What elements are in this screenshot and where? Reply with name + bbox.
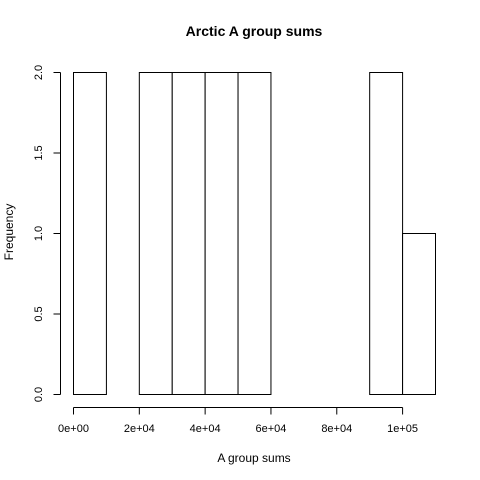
y-tick-label: 2.0 <box>33 65 45 80</box>
x-tick-label: 8e+04 <box>321 423 352 435</box>
histogram-bar <box>138 72 173 395</box>
x-axis-title: A group sums <box>217 451 290 465</box>
x-tick-label: 0e+00 <box>58 423 89 435</box>
y-axis: 0.0 0.5 1.0 1.5 2.0 <box>33 65 61 402</box>
x-tick-label: 1e+05 <box>387 423 418 435</box>
histogram-bar <box>369 72 404 395</box>
histogram-bar <box>171 72 206 395</box>
histogram-bar <box>73 72 107 395</box>
x-tick-label: 4e+04 <box>190 423 221 435</box>
x-tick-label: 2e+04 <box>124 423 155 435</box>
y-axis-title: Frequency <box>2 204 16 261</box>
histogram-bars <box>73 72 437 395</box>
y-tick-label: 1.0 <box>33 226 45 241</box>
chart-title: Arctic A group sums <box>186 23 323 39</box>
x-tick-label: 6e+04 <box>256 423 287 435</box>
y-tick-label: 0.5 <box>33 306 45 321</box>
x-axis: 0e+00 2e+04 4e+04 6e+04 8e+04 1e+05 <box>58 407 418 435</box>
histogram-bar <box>402 233 437 395</box>
histogram-bar <box>204 72 239 395</box>
y-tick-label: 1.5 <box>33 145 45 160</box>
y-tick-label: 0.0 <box>33 387 45 402</box>
histogram-bar <box>237 72 272 395</box>
